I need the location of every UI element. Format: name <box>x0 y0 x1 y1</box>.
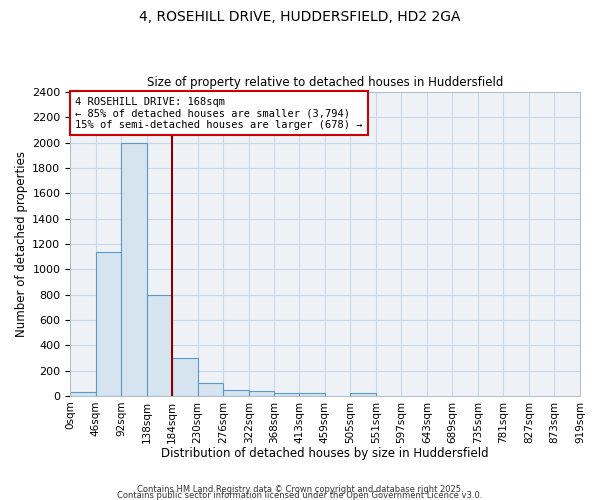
Bar <box>350 394 376 396</box>
Title: Size of property relative to detached houses in Huddersfield: Size of property relative to detached ho… <box>147 76 503 90</box>
Bar <box>274 392 300 396</box>
Text: 4 ROSEHILL DRIVE: 168sqm
← 85% of detached houses are smaller (3,794)
15% of sem: 4 ROSEHILL DRIVE: 168sqm ← 85% of detach… <box>75 96 363 130</box>
Text: Contains public sector information licensed under the Open Government Licence v3: Contains public sector information licen… <box>118 490 482 500</box>
Text: 4, ROSEHILL DRIVE, HUDDERSFIELD, HD2 2GA: 4, ROSEHILL DRIVE, HUDDERSFIELD, HD2 2GA <box>139 10 461 24</box>
Bar <box>95 252 121 396</box>
Bar <box>121 142 147 396</box>
Y-axis label: Number of detached properties: Number of detached properties <box>15 151 28 337</box>
Bar <box>223 390 249 396</box>
Text: Contains HM Land Registry data © Crown copyright and database right 2025.: Contains HM Land Registry data © Crown c… <box>137 485 463 494</box>
Bar <box>70 392 95 396</box>
Bar <box>299 394 325 396</box>
Bar <box>172 358 198 396</box>
Bar <box>249 392 274 396</box>
Bar <box>198 383 223 396</box>
Bar <box>147 294 172 396</box>
X-axis label: Distribution of detached houses by size in Huddersfield: Distribution of detached houses by size … <box>161 447 489 460</box>
